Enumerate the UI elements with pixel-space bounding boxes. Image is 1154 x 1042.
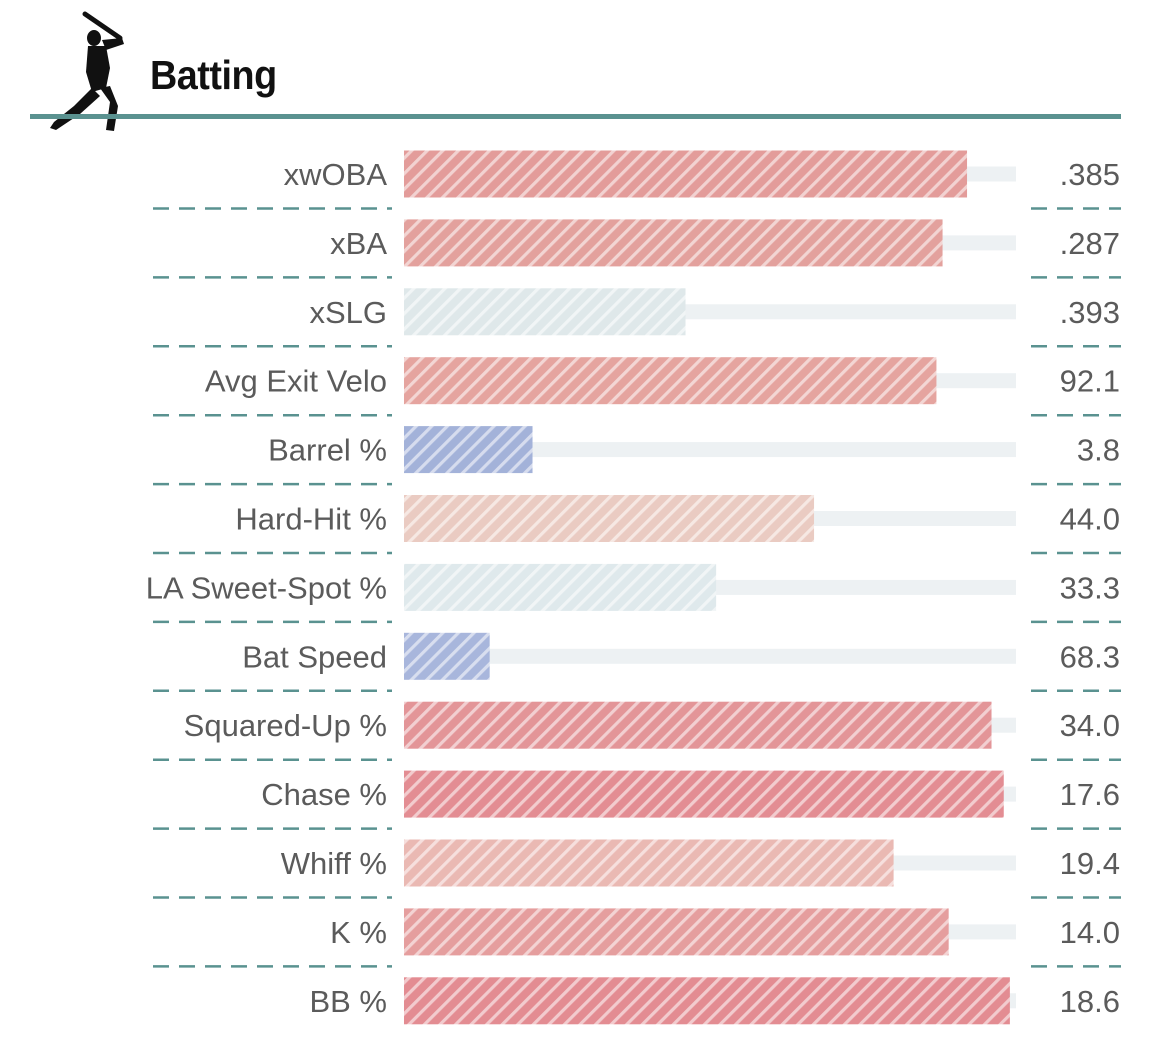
- percentile-bar-avg-exit-velo: [404, 357, 937, 405]
- metric-row-xslg: xSLG .393: [153, 288, 1121, 348]
- percentile-bar-whiff: [404, 839, 894, 887]
- percentile-bar-xba: [404, 219, 943, 267]
- metric-label: K %: [330, 915, 387, 950]
- metric-row-xwoba: xwOBA .385: [153, 150, 1121, 210]
- percentile-bar-bat-speed: [404, 632, 490, 680]
- percentile-bar-la-sweet-spot: [404, 563, 717, 611]
- title-divider: [30, 114, 1121, 119]
- metric-value: 33.3: [1060, 570, 1120, 605]
- metric-label: BB %: [309, 984, 387, 1019]
- metric-row-xba: xBA .287: [153, 219, 1121, 279]
- metric-value: 92.1: [1060, 364, 1120, 399]
- metric-value: 68.3: [1060, 639, 1120, 674]
- bar-track: [404, 648, 1016, 664]
- section-title: Batting: [150, 52, 277, 98]
- metric-row-barrel: Barrel % 3.8: [153, 426, 1121, 486]
- metric-label: Chase %: [261, 777, 387, 812]
- batter-silhouette-icon: [50, 11, 124, 131]
- metric-label: Whiff %: [281, 846, 387, 881]
- metric-label: xwOBA: [284, 157, 388, 192]
- percentile-bar-hard-hit: [404, 495, 815, 542]
- bar-track: [404, 442, 1016, 458]
- percentile-bar-bb: [404, 977, 1010, 1025]
- metric-row-k: K % 14.0: [153, 908, 1121, 968]
- metric-value: 34.0: [1060, 708, 1120, 743]
- metric-row-bb: BB % 18.6: [309, 977, 1120, 1025]
- percentile-bar-xwoba: [404, 150, 968, 198]
- percentile-bar-chase: [404, 770, 1004, 818]
- percentile-bar-k: [404, 908, 949, 956]
- metric-label: xBA: [330, 226, 387, 261]
- metric-label: Avg Exit Velo: [205, 364, 387, 399]
- percentile-bar-squared-up: [404, 701, 992, 749]
- metric-label: Hard-Hit %: [235, 502, 387, 537]
- metric-value: .385: [1060, 157, 1120, 192]
- metric-value: 14.0: [1060, 915, 1120, 950]
- metric-value: 44.0: [1060, 502, 1120, 537]
- metric-value: 3.8: [1077, 433, 1120, 468]
- metric-value: .287: [1060, 226, 1120, 261]
- metric-value: .393: [1060, 295, 1120, 330]
- metric-value: 17.6: [1060, 777, 1120, 812]
- metric-row-la-sweet-spot: LA Sweet-Spot % 33.3: [146, 563, 1121, 624]
- metric-row-whiff: Whiff % 19.4: [153, 839, 1121, 899]
- metric-row-chase: Chase % 17.6: [153, 770, 1121, 830]
- percentile-bar-xslg: [404, 288, 686, 336]
- metric-value: 18.6: [1060, 984, 1120, 1019]
- metric-label: Bat Speed: [242, 639, 387, 674]
- metric-label: Squared-Up %: [184, 708, 387, 743]
- metric-row-bat-speed: Bat Speed 68.3: [153, 632, 1121, 693]
- metric-row-avg-exit-velo: Avg Exit Velo 92.1: [153, 357, 1121, 417]
- metric-row-squared-up: Squared-Up % 34.0: [153, 701, 1121, 761]
- metric-row-hard-hit: Hard-Hit % 44.0: [153, 495, 1121, 555]
- metric-label: xSLG: [309, 295, 387, 330]
- metric-value: 19.4: [1060, 846, 1120, 881]
- percentile-bar-barrel: [404, 426, 533, 474]
- section-header: Batting: [0, 0, 1154, 131]
- metric-label: Barrel %: [268, 433, 387, 468]
- metric-label: LA Sweet-Spot %: [146, 570, 387, 605]
